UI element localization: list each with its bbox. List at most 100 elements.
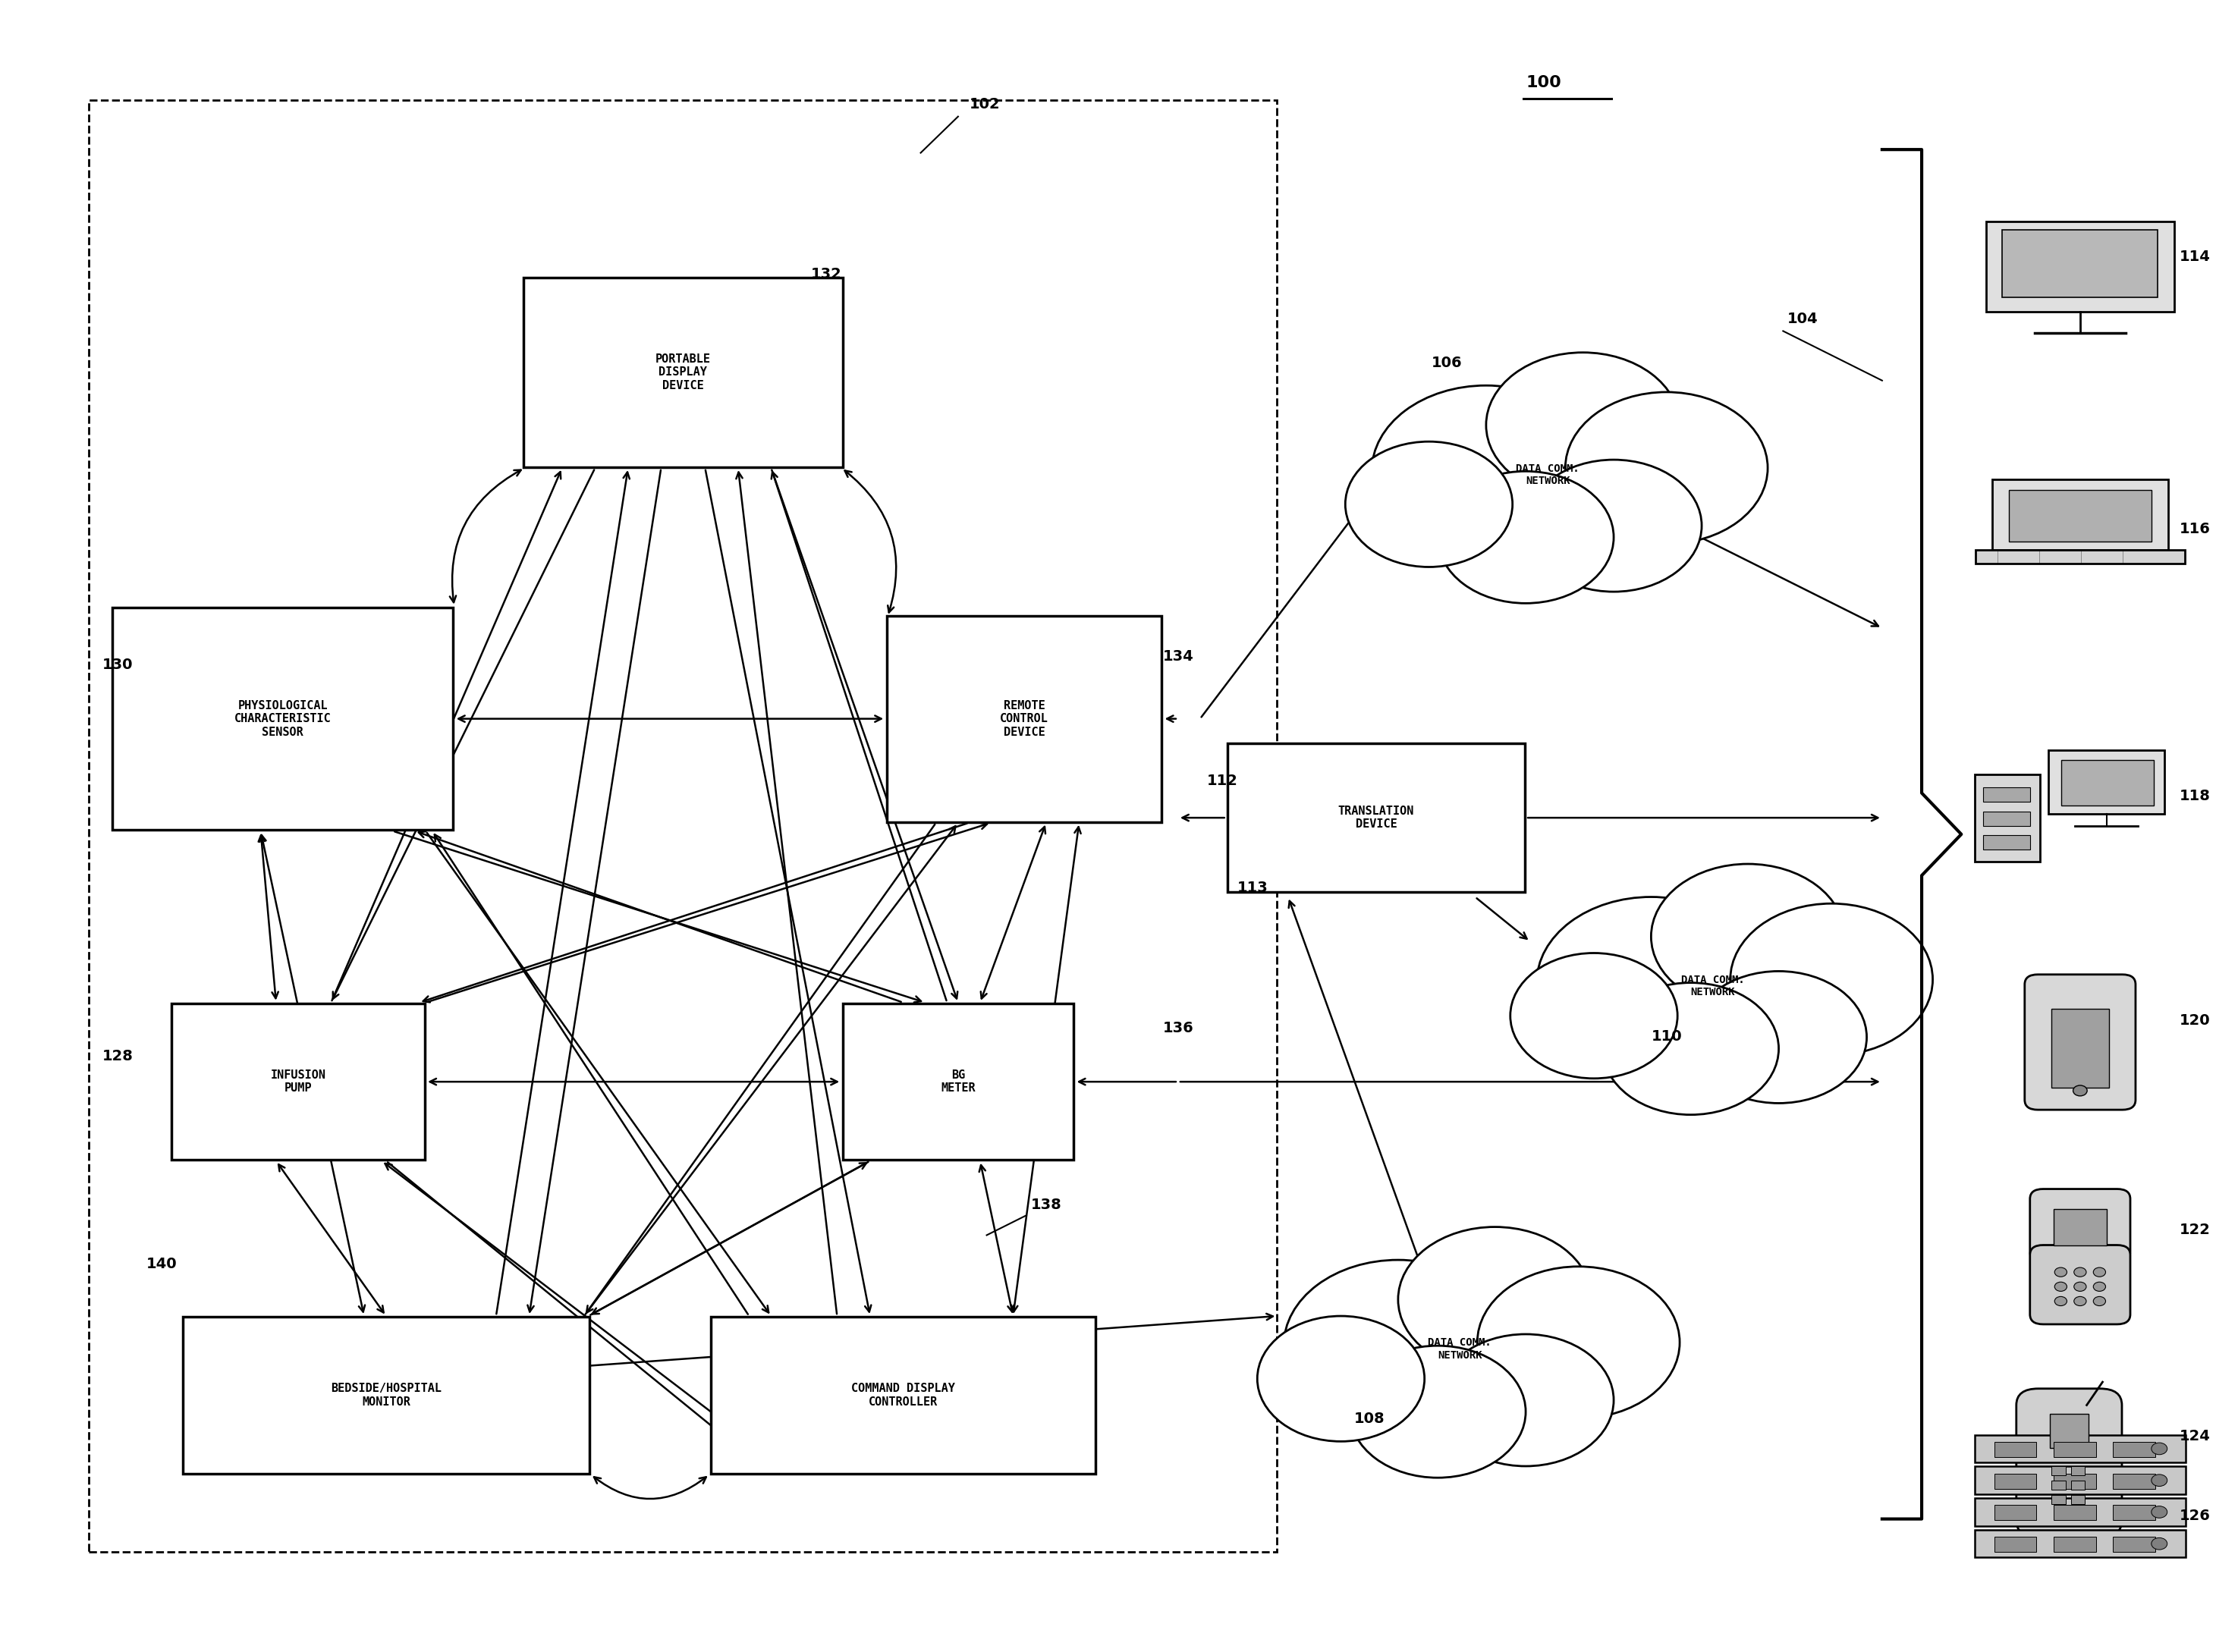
- FancyBboxPatch shape: [2025, 975, 2136, 1110]
- FancyBboxPatch shape: [842, 1003, 1073, 1160]
- Circle shape: [2074, 1297, 2085, 1305]
- Text: 138: 138: [1030, 1198, 1061, 1213]
- Text: 118: 118: [2178, 790, 2209, 803]
- FancyBboxPatch shape: [886, 616, 1161, 823]
- FancyBboxPatch shape: [1974, 1436, 2185, 1462]
- Circle shape: [2152, 1538, 2167, 1550]
- FancyBboxPatch shape: [1994, 1442, 2037, 1457]
- FancyBboxPatch shape: [523, 278, 842, 468]
- Circle shape: [1372, 385, 1600, 557]
- FancyBboxPatch shape: [2072, 1465, 2085, 1475]
- FancyBboxPatch shape: [1994, 1536, 2037, 1551]
- Text: 128: 128: [102, 1049, 133, 1064]
- FancyBboxPatch shape: [2072, 1495, 2085, 1503]
- Circle shape: [2094, 1282, 2105, 1292]
- FancyBboxPatch shape: [2052, 1480, 2065, 1490]
- FancyBboxPatch shape: [1974, 1467, 2185, 1493]
- Text: INFUSION
PUMP: INFUSION PUMP: [270, 1069, 326, 1094]
- FancyBboxPatch shape: [1974, 1498, 2185, 1526]
- Text: 130: 130: [102, 657, 133, 672]
- Circle shape: [2094, 1267, 2105, 1277]
- Circle shape: [2074, 1282, 2085, 1292]
- FancyBboxPatch shape: [711, 1317, 1095, 1474]
- Circle shape: [1651, 864, 1844, 1009]
- Text: 108: 108: [1354, 1412, 1385, 1426]
- FancyBboxPatch shape: [2072, 1480, 2085, 1490]
- Text: 104: 104: [1788, 312, 1819, 325]
- Text: 106: 106: [1432, 355, 1463, 370]
- Text: 134: 134: [1163, 649, 1194, 664]
- FancyBboxPatch shape: [2008, 491, 2152, 542]
- Circle shape: [2152, 1474, 2167, 1487]
- FancyBboxPatch shape: [2052, 1495, 2065, 1503]
- Circle shape: [1350, 1346, 1525, 1477]
- Circle shape: [2152, 1442, 2167, 1455]
- Text: BG
METER: BG METER: [942, 1069, 975, 1094]
- Circle shape: [1398, 1227, 1591, 1373]
- Circle shape: [2072, 1085, 2087, 1095]
- Text: 114: 114: [2178, 249, 2209, 264]
- FancyBboxPatch shape: [2061, 760, 2154, 806]
- Circle shape: [1525, 459, 1702, 591]
- FancyBboxPatch shape: [2003, 230, 2158, 297]
- FancyBboxPatch shape: [1986, 221, 2174, 312]
- Text: PORTABLE
DISPLAY
DEVICE: PORTABLE DISPLAY DEVICE: [656, 354, 711, 392]
- FancyBboxPatch shape: [2054, 1505, 2096, 1520]
- Circle shape: [1691, 971, 1866, 1104]
- FancyBboxPatch shape: [2114, 1474, 2156, 1488]
- Text: 100: 100: [1525, 74, 1560, 89]
- Text: PHYSIOLOGICAL
CHARACTERISTIC
SENSOR: PHYSIOLOGICAL CHARACTERISTIC SENSOR: [235, 700, 330, 738]
- Text: 126: 126: [2178, 1508, 2209, 1523]
- Text: DATA COMM.
NETWORK: DATA COMM. NETWORK: [1516, 463, 1580, 486]
- Circle shape: [2054, 1267, 2068, 1277]
- FancyBboxPatch shape: [1983, 811, 2030, 826]
- Text: 124: 124: [2178, 1429, 2209, 1444]
- FancyBboxPatch shape: [1994, 1474, 2037, 1488]
- FancyBboxPatch shape: [2114, 1442, 2156, 1457]
- Text: 132: 132: [811, 268, 842, 281]
- FancyBboxPatch shape: [2030, 1246, 2130, 1325]
- Text: 136: 136: [1163, 1021, 1194, 1036]
- FancyBboxPatch shape: [1974, 775, 2041, 861]
- Text: DATA COMM.
NETWORK: DATA COMM. NETWORK: [1682, 975, 1744, 998]
- Circle shape: [1487, 352, 1680, 497]
- Text: 110: 110: [1651, 1029, 1682, 1044]
- Circle shape: [1536, 897, 1766, 1069]
- Text: 122: 122: [2178, 1222, 2209, 1237]
- FancyBboxPatch shape: [2048, 750, 2165, 814]
- FancyBboxPatch shape: [2017, 1389, 2123, 1536]
- Circle shape: [1438, 471, 1613, 603]
- FancyBboxPatch shape: [2052, 1465, 2065, 1475]
- Circle shape: [1478, 1267, 1680, 1419]
- FancyBboxPatch shape: [113, 608, 452, 829]
- FancyBboxPatch shape: [2054, 1474, 2096, 1488]
- Text: 113: 113: [1237, 881, 1268, 895]
- Circle shape: [1731, 904, 1932, 1056]
- FancyBboxPatch shape: [2114, 1505, 2156, 1520]
- Text: 140: 140: [146, 1257, 177, 1270]
- Circle shape: [1438, 1335, 1613, 1467]
- Circle shape: [1511, 953, 1678, 1079]
- FancyBboxPatch shape: [2052, 1009, 2110, 1089]
- Circle shape: [2054, 1297, 2068, 1305]
- Circle shape: [1602, 983, 1779, 1115]
- FancyBboxPatch shape: [1977, 550, 2185, 563]
- Text: REMOTE
CONTROL
DEVICE: REMOTE CONTROL DEVICE: [999, 700, 1048, 738]
- Text: BEDSIDE/HOSPITAL
MONITOR: BEDSIDE/HOSPITAL MONITOR: [330, 1383, 441, 1408]
- FancyBboxPatch shape: [1974, 1530, 2185, 1558]
- Circle shape: [1345, 441, 1514, 567]
- FancyBboxPatch shape: [2054, 1536, 2096, 1551]
- FancyBboxPatch shape: [1983, 836, 2030, 849]
- FancyBboxPatch shape: [2054, 1209, 2107, 1246]
- Circle shape: [2074, 1267, 2085, 1277]
- Circle shape: [2054, 1282, 2068, 1292]
- FancyBboxPatch shape: [2114, 1536, 2156, 1551]
- Circle shape: [2094, 1297, 2105, 1305]
- FancyBboxPatch shape: [1228, 743, 1525, 892]
- Text: 112: 112: [1208, 773, 1239, 788]
- FancyBboxPatch shape: [2030, 1189, 2130, 1262]
- Text: TRANSLATION
DEVICE: TRANSLATION DEVICE: [1338, 806, 1414, 829]
- FancyBboxPatch shape: [2054, 1442, 2096, 1457]
- Circle shape: [1283, 1260, 1514, 1432]
- FancyBboxPatch shape: [1992, 479, 2167, 550]
